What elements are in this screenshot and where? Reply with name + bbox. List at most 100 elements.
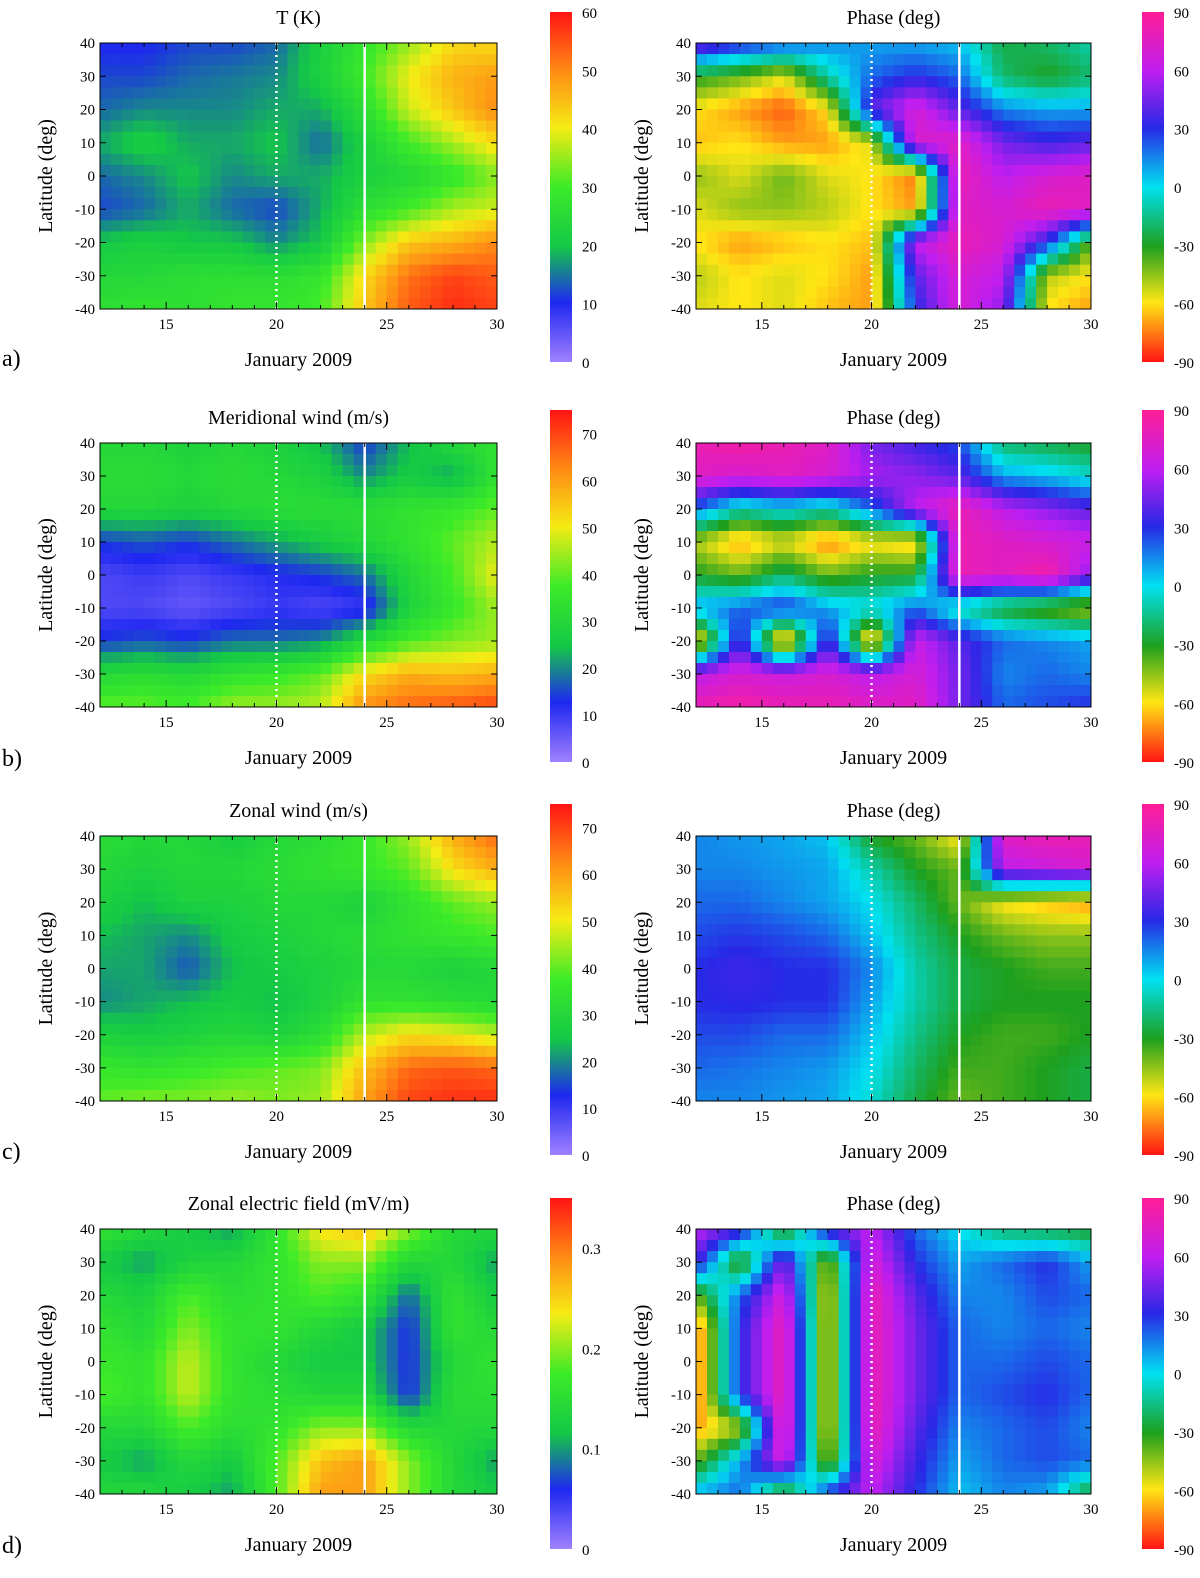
heatmap-cell <box>133 674 145 686</box>
heatmap-cell <box>364 487 377 499</box>
heatmap-cell <box>717 487 730 499</box>
heatmap-cell <box>287 286 300 299</box>
heatmap-cell <box>739 87 752 100</box>
heatmap-cell <box>353 542 366 554</box>
heatmap-cell <box>981 891 993 903</box>
heatmap-cell <box>915 43 928 55</box>
heatmap-cell <box>353 220 366 233</box>
heatmap-cell <box>320 142 333 155</box>
heatmap-cell <box>331 674 344 686</box>
heatmap-cell <box>827 586 840 598</box>
heatmap-cell <box>904 443 917 455</box>
heatmap-cell <box>276 1001 289 1014</box>
heatmap-cell <box>1058 564 1070 576</box>
heatmap-cell <box>805 586 818 598</box>
heatmap-cell <box>452 242 465 255</box>
heatmap-cell <box>474 597 487 609</box>
heatmap-cell <box>364 836 377 848</box>
heatmap-cell <box>188 142 200 155</box>
heatmap-cell <box>772 880 785 892</box>
heatmap-cell <box>860 847 873 859</box>
heatmap-cell <box>1080 43 1091 55</box>
heatmap-cell <box>375 531 388 543</box>
heatmap-cell <box>276 253 289 266</box>
heatmap-cell <box>408 1056 421 1069</box>
heatmap-cell <box>408 131 421 144</box>
heatmap-cell <box>408 597 421 609</box>
heatmap-cell <box>100 54 112 66</box>
heatmap-cell <box>122 1034 134 1047</box>
heatmap-cell <box>199 286 211 299</box>
heatmap-cell <box>1047 891 1059 903</box>
heatmap-cell <box>309 531 322 543</box>
heatmap-cell <box>1014 902 1026 914</box>
heatmap-cell <box>221 946 233 959</box>
heatmap-cell <box>408 1034 421 1047</box>
heatmap-cell <box>915 869 928 881</box>
heatmap-cell <box>122 109 134 122</box>
heatmap-cell <box>937 120 949 133</box>
heatmap-cell <box>893 498 906 510</box>
heatmap-cell <box>893 198 906 210</box>
heatmap-cell <box>1036 275 1048 288</box>
heatmap-cell <box>210 487 222 499</box>
heatmap-cell <box>882 858 895 870</box>
heatmap-cell <box>805 674 818 686</box>
heatmap-cell <box>133 619 145 631</box>
heatmap-cell <box>188 131 200 144</box>
heatmap-cell <box>111 913 123 925</box>
heatmap-cell <box>243 979 255 992</box>
heatmap-cell <box>254 454 267 466</box>
heatmap-cell <box>882 891 895 903</box>
heatmap-cell <box>199 454 211 466</box>
heatmap-cell <box>706 264 719 277</box>
heatmap-cell <box>717 476 730 488</box>
heatmap-cell <box>177 120 189 133</box>
heatmap-cell <box>992 674 1004 686</box>
heatmap-cell <box>331 443 344 455</box>
heatmap-cell <box>122 847 134 859</box>
heatmap-cell <box>992 153 1004 166</box>
heatmap-cell <box>452 454 465 466</box>
heatmap-cell <box>221 652 233 664</box>
heatmap-cell <box>783 880 796 892</box>
heatmap-cell <box>320 76 333 88</box>
heatmap-cell <box>937 153 949 166</box>
heatmap-cell <box>871 109 884 122</box>
heatmap-cell <box>144 220 156 233</box>
heatmap-cell <box>133 220 145 233</box>
heatmap-cell <box>265 990 278 1003</box>
heatmap-cell <box>166 564 178 576</box>
heatmap-cell <box>386 641 399 653</box>
heatmap-cell <box>750 880 763 892</box>
heatmap-cell <box>728 847 741 859</box>
heatmap-cell <box>320 553 333 565</box>
heatmap-cell <box>188 498 200 510</box>
heatmap-cell <box>232 1078 244 1091</box>
heatmap-cell <box>364 153 377 166</box>
heatmap-cell <box>265 120 278 133</box>
heatmap-cell <box>706 847 719 859</box>
y-tick-label: 0 <box>88 568 96 584</box>
heatmap-cell <box>1047 76 1059 88</box>
heatmap-cell <box>981 187 993 199</box>
heatmap-cell <box>265 443 278 455</box>
heatmap-cell <box>981 43 993 55</box>
heatmap-cell <box>441 902 454 914</box>
heatmap-cell <box>992 109 1004 122</box>
heatmap-cell <box>397 641 410 653</box>
heatmap-cell <box>210 109 222 122</box>
heatmap-cell <box>408 120 421 133</box>
heatmap-cell <box>430 275 443 288</box>
heatmap-cell <box>353 836 366 848</box>
heatmap-cell <box>948 286 960 299</box>
heatmap-cell <box>893 109 906 122</box>
heatmap-cell <box>320 153 333 166</box>
heatmap-cell <box>915 198 928 210</box>
heatmap-cell <box>882 509 895 521</box>
heatmap-cell <box>243 98 255 111</box>
heatmap-cell <box>860 220 873 233</box>
heatmap-cell <box>287 597 300 609</box>
heatmap-cell <box>133 275 145 288</box>
heatmap-cell <box>816 54 829 66</box>
